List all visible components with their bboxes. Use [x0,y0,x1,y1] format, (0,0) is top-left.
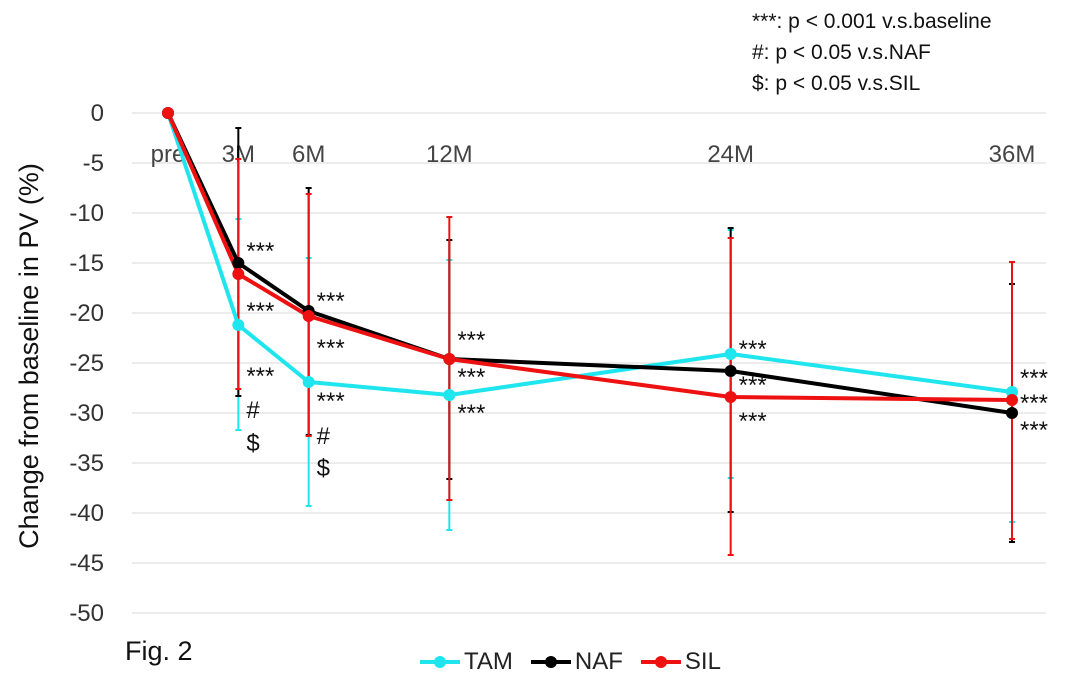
legend-swatch-tam [420,656,460,668]
data-point-tam [302,376,315,388]
series-line-naf [166,112,1013,415]
annotation-label: # [246,397,260,424]
x-tick-label: 12M [426,141,473,168]
annotation-label: *** [739,408,767,435]
y-tick-label: -25 [69,350,104,377]
annotation-label: $ [246,430,259,457]
annotation-label: *** [457,400,485,427]
x-tick-label: 36M [989,141,1036,168]
legend-item-naf: NAF [530,648,623,676]
y-tick-label: -20 [69,300,104,327]
note-baseline: ***: p < 0.001 v.s.baseline [752,10,992,33]
y-tick-label: -15 [69,250,104,277]
y-axis: 0 -5 -10 -15 -20 -25 -30 -35 -40 -45 -50 [69,100,104,627]
annotation-label: *** [457,364,485,391]
chart-legend: TAM NAF SIL [420,648,721,676]
data-point-sil [302,310,315,322]
data-point-naf [724,365,737,377]
x-tick-label: 24M [707,141,754,168]
annotation-label: *** [246,298,274,325]
annotation-label: *** [246,363,274,390]
x-axis-labels: pre 3M 6M 12M 24M 36M [151,141,1036,168]
significance-annotations: *********#$*********#$******************… [246,238,1048,482]
annotation-label: *** [317,288,345,315]
legend-swatch-sil [640,656,681,668]
legend-swatch-naf [530,656,571,668]
annotation-label: *** [317,335,345,362]
error-bars [235,127,1015,556]
data-point-sil [232,268,245,280]
y-tick-label: -45 [69,550,104,577]
note-sil: $: p < 0.05 v.s.SIL [752,72,921,95]
annotation-label: *** [1020,417,1048,444]
series-points [162,107,1018,419]
annotation-label: # [317,423,331,450]
annotation-label: *** [1020,390,1048,417]
data-point-naf [1006,407,1018,419]
data-point-tam [232,319,245,331]
significance-notes: ***: p < 0.001 v.s.baseline #: p < 0.05 … [752,6,992,99]
legend-label-naf: NAF [574,648,623,675]
annotation-label: $ [317,455,330,482]
data-point-tam [443,389,456,401]
annotation-label: *** [739,336,767,363]
series-lines [166,112,1013,415]
data-point-sil [162,107,174,119]
annotation-label: *** [246,238,274,265]
annotation-label: *** [1020,365,1048,392]
y-tick-label: -40 [69,500,104,527]
data-point-sil [724,391,737,403]
figure-label: Fig. 2 [125,636,193,666]
data-point-naf [232,257,245,269]
legend-item-tam: TAM [420,648,513,676]
legend-label-sil: SIL [684,648,721,675]
series-line-sil [166,112,1013,402]
legend-label-tam: TAM [464,648,513,675]
y-tick-label: -30 [69,400,104,427]
x-tick-label: 6M [292,141,325,168]
data-point-tam [724,348,737,360]
annotation-label: *** [457,327,485,354]
legend-item-sil: SIL [640,648,721,676]
note-naf: #: p < 0.05 v.s.NAF [752,41,931,64]
data-point-sil [443,353,456,365]
y-axis-title: Change from baseline in PV (%) [14,163,44,549]
annotation-label: *** [317,388,345,415]
y-tick-label: -10 [69,200,104,227]
y-tick-label: -35 [69,450,104,477]
series-line-tam [166,112,1013,397]
y-tick-label: 0 [91,100,104,127]
data-point-sil [1006,394,1018,406]
y-tick-label: -5 [83,150,104,177]
y-tick-label: -50 [69,600,104,627]
annotation-label: *** [739,372,767,399]
